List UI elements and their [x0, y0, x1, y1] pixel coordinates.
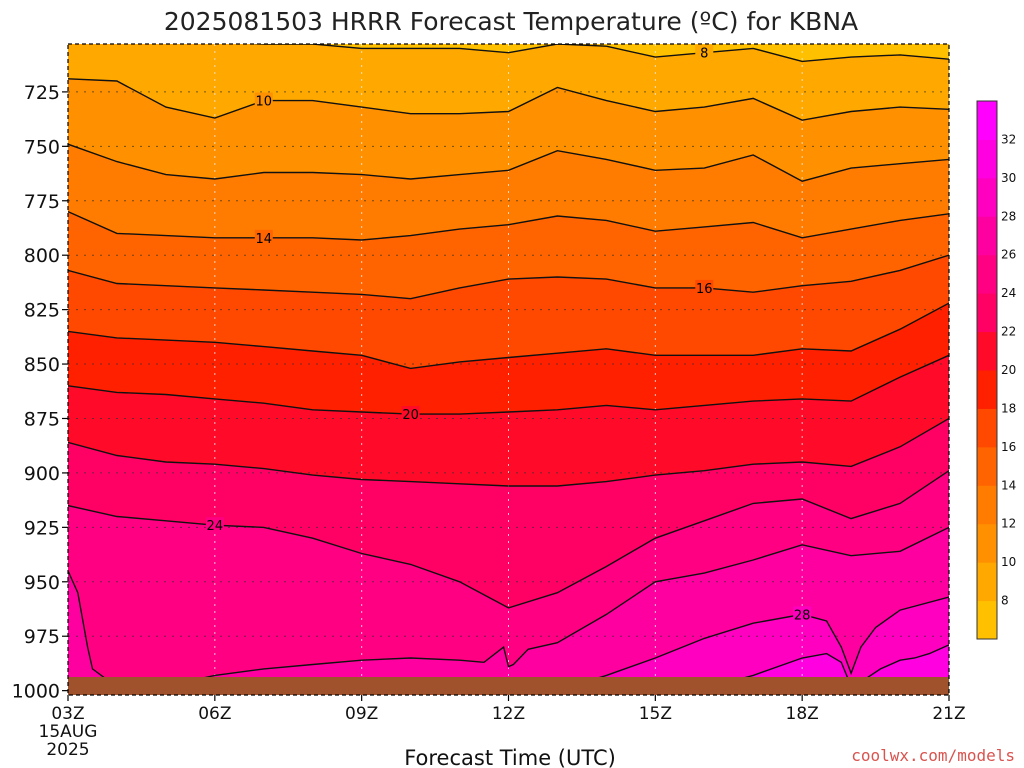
isotherm-labels: 8 10 14 16 20 24 28 — [205, 44, 812, 623]
x-axis-label: Forecast Time (UTC) — [404, 746, 616, 768]
x-tick-label-21Z: 21Z — [932, 704, 965, 724]
ground-surface — [68, 677, 949, 695]
colorbar-segment-9 — [977, 254, 997, 294]
plot-area — [68, 44, 949, 695]
colorbar-segment-1 — [977, 562, 997, 602]
isotherm-label-14: 14 — [256, 232, 273, 247]
y-tick-label-775: 775 — [24, 191, 60, 213]
colorbar-segment-13 — [977, 101, 997, 140]
y-tick-label-900: 900 — [24, 463, 60, 485]
colorbar-segment-0 — [977, 600, 997, 640]
y-axis: 725 750 775 800 825 850 875 900 925 950 975 1000 — [12, 82, 68, 703]
isotherm-lines — [68, 44, 949, 695]
y-tick-label-950: 950 — [24, 572, 60, 594]
y-tick-label-925: 925 — [24, 517, 60, 539]
colorbar-segment-3 — [977, 485, 997, 525]
x-date-label-1: 2025 — [46, 740, 89, 760]
colorbar-segment-11 — [977, 177, 997, 217]
credit-text: coolwx.com/models — [851, 746, 1015, 765]
colorbar-segment-5 — [977, 408, 997, 448]
colorbar-label-28: 28 — [1001, 209, 1016, 223]
temperature-fills — [68, 44, 949, 695]
x-tick-label-15Z: 15Z — [639, 704, 672, 724]
colorbar-label-30: 30 — [1001, 171, 1016, 185]
x-tick-label-18Z: 18Z — [786, 704, 819, 724]
isotherm-12 — [68, 143, 949, 182]
colorbar-segment-12 — [977, 139, 997, 179]
isotherm-label-24: 24 — [207, 519, 224, 534]
isotherm-label-8: 8 — [700, 47, 708, 62]
isotherm-16 — [68, 254, 949, 300]
isotherm-label-10: 10 — [256, 95, 273, 110]
isotherm-label-16: 16 — [696, 282, 713, 297]
colorbar-label-32: 32 — [1001, 132, 1016, 146]
colorbar-label-16: 16 — [1001, 440, 1016, 454]
isotherm-label-bg-28 — [793, 606, 812, 622]
isotherm-20 — [68, 354, 949, 415]
colorbar-label-26: 26 — [1001, 248, 1016, 262]
y-tick-label-875: 875 — [24, 408, 60, 430]
x-tick-label-09Z: 09Z — [345, 704, 378, 724]
colorbar-label-12: 12 — [1001, 517, 1016, 531]
y-tick-label-750: 750 — [24, 136, 60, 158]
x-tick-label-03Z: 03Z — [51, 704, 84, 724]
colorbar-segment-2 — [977, 523, 997, 563]
colorbar-frame — [976, 100, 998, 640]
colorbar-segment-6 — [977, 370, 997, 409]
plot-frame — [67, 43, 950, 696]
colorbar-segment-4 — [977, 446, 997, 486]
colorbar-label-14: 14 — [1001, 478, 1016, 492]
isotherm-28 — [532, 596, 949, 695]
isotherm-label-28: 28 — [794, 608, 811, 623]
colorbar-label-20: 20 — [1001, 363, 1016, 377]
isotherm-label-bg-20 — [401, 406, 420, 422]
isotherm-22 — [68, 417, 949, 487]
isotherm-8 — [248, 44, 949, 63]
x-tick-label-06Z: 06Z — [198, 704, 231, 724]
isotherm-label-bg-24 — [205, 517, 224, 533]
y-tick-label-975: 975 — [24, 626, 60, 648]
y-tick-label-825: 825 — [24, 300, 60, 322]
colorbar-label-22: 22 — [1001, 325, 1016, 339]
colorbar-label-24: 24 — [1001, 286, 1016, 300]
isotherm-14 — [68, 210, 949, 241]
x-date-label-0: 15AUG — [39, 722, 98, 742]
y-tick-label-800: 800 — [24, 245, 60, 267]
colorbar-label-8: 8 — [1001, 594, 1009, 608]
colorbar: 8 10 12 14 16 18 20 22 24 26 28 30 32 — [976, 100, 1016, 640]
isotherm-label-bg-16 — [695, 279, 714, 295]
chart-title: 2025081503 HRRR Forecast Temperature (ºC… — [164, 7, 858, 36]
colorbar-segment-8 — [977, 293, 997, 333]
isotherm-label-bg-8 — [695, 44, 714, 60]
isotherm-18 — [68, 302, 949, 370]
colorbar-label-10: 10 — [1001, 555, 1016, 569]
isotherm-label-bg-14 — [254, 229, 273, 245]
colorbar-segment-10 — [977, 216, 997, 256]
grid-lines — [68, 44, 949, 695]
y-tick-label-850: 850 — [24, 354, 60, 376]
y-tick-label-725: 725 — [24, 82, 60, 104]
colorbar-segment-7 — [977, 331, 997, 371]
x-tick-label-12Z: 12Z — [492, 704, 525, 724]
isotherm-label-20: 20 — [402, 408, 419, 423]
isotherm-label-bg-10 — [254, 92, 273, 108]
colorbar-label-18: 18 — [1001, 401, 1016, 415]
isotherm-10 — [68, 78, 949, 121]
y-tick-label-1000: 1000 — [12, 681, 60, 703]
